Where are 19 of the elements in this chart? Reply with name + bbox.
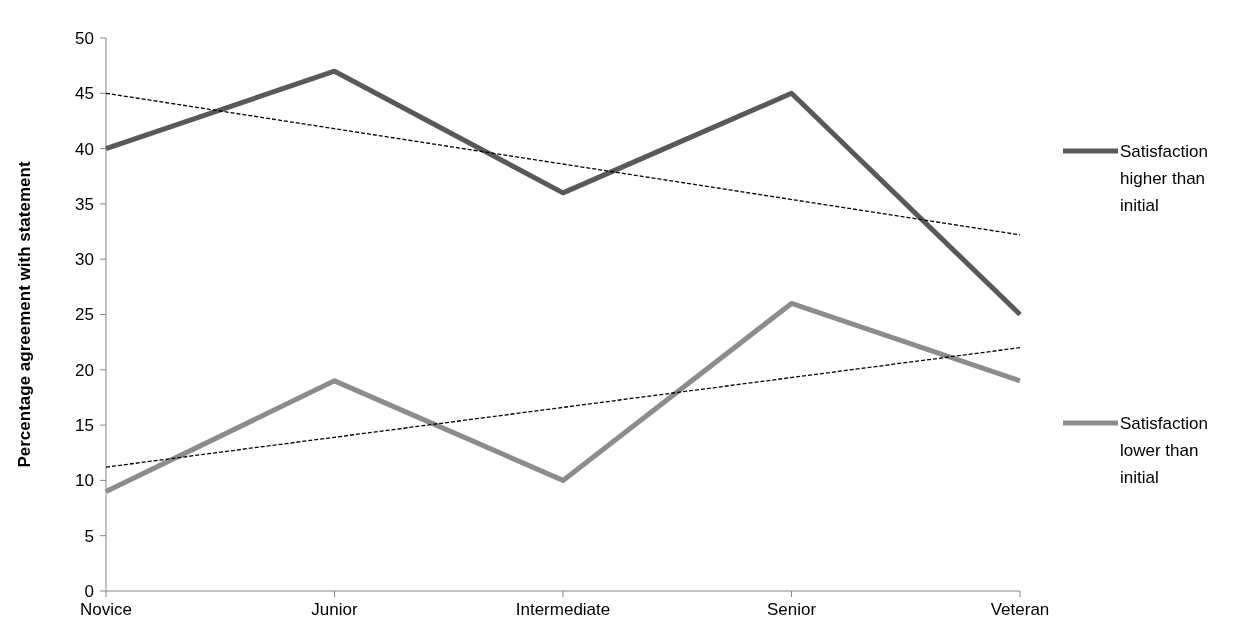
x-tick-label: Senior: [766, 600, 817, 619]
y-tick-label: 50: [75, 28, 94, 48]
y-tick-label: 25: [75, 305, 94, 325]
y-tick-label: 20: [75, 360, 94, 380]
y-axis-title: Percentage agreement with statement: [15, 161, 34, 468]
y-tick-label: 45: [75, 84, 94, 104]
y-tick-label: 15: [75, 416, 94, 436]
y-tick-label: 30: [75, 250, 94, 270]
x-tick-label: Veteran: [990, 600, 1050, 619]
y-tick-label: 35: [75, 194, 94, 214]
y-tick-label: 10: [75, 471, 94, 491]
legend-label: Satisfaction lower than initial: [1120, 413, 1208, 488]
x-tick-label: Intermediate: [515, 600, 611, 619]
legend-label: Satisfaction higher than initial: [1120, 141, 1208, 216]
x-tick-label: Novice: [80, 600, 132, 619]
y-tick-label: 0: [84, 581, 94, 601]
y-tick-label: 5: [84, 526, 94, 546]
x-tick-label: Junior: [311, 600, 358, 619]
y-tick-label: 40: [75, 139, 94, 159]
